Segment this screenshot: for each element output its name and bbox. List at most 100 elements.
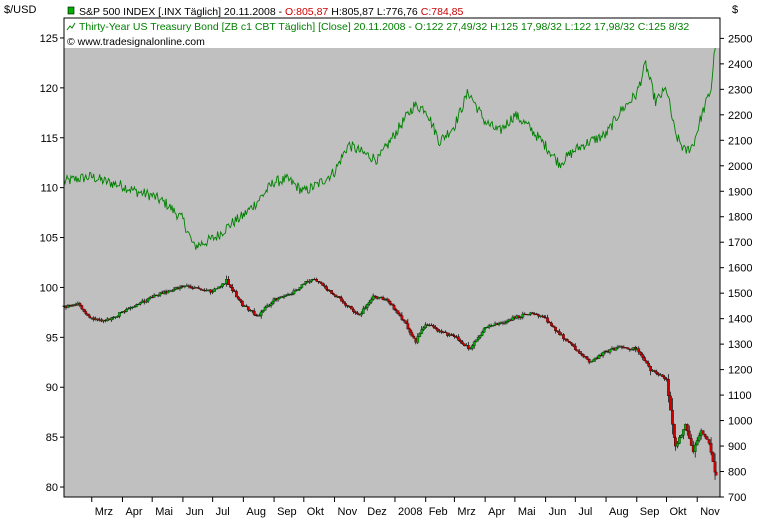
- spx-candle: [556, 330, 559, 333]
- spx-candle: [350, 305, 353, 310]
- candle-body: [355, 312, 359, 315]
- spx-candle: [714, 470, 718, 476]
- spx-candle: [290, 291, 294, 296]
- candle-body: [166, 290, 170, 294]
- spx-candle: [84, 309, 88, 316]
- right-tick-label: 1700: [728, 237, 752, 249]
- legend-spx-open: O:805,87: [285, 6, 328, 18]
- spx-candle: [422, 326, 426, 332]
- candle-body: [714, 471, 718, 476]
- spx-candle: [217, 286, 220, 289]
- candle-body: [527, 314, 531, 316]
- spx-candle: [386, 298, 390, 303]
- candle-body: [550, 322, 553, 327]
- spx-candle: [361, 305, 365, 314]
- candle-body: [689, 438, 693, 446]
- spx-candle: [319, 281, 323, 285]
- spx-candle: [308, 279, 312, 285]
- spx-candle: [129, 306, 132, 311]
- spx-candle: [641, 352, 645, 361]
- candle-body: [655, 371, 658, 374]
- candle-body: [116, 316, 119, 318]
- spx-candle: [381, 295, 385, 301]
- spx-candle: [416, 333, 420, 345]
- spx-candle: [267, 303, 271, 308]
- x-tick-label: Mai: [155, 506, 173, 518]
- spx-candle: [676, 441, 679, 449]
- candle-body: [505, 321, 509, 323]
- right-tick-label: 2500: [728, 33, 752, 45]
- spx-candle: [474, 339, 478, 343]
- spx-candle: [519, 316, 523, 320]
- spx-candle: [653, 369, 656, 373]
- candle-body: [570, 342, 573, 345]
- candle-body: [302, 283, 306, 285]
- candle-body: [630, 349, 634, 351]
- spx-candle: [655, 369, 658, 376]
- spx-candle: [323, 283, 326, 289]
- spx-candle: [152, 293, 156, 298]
- candle-body: [647, 362, 651, 367]
- spx-candle: [394, 307, 398, 313]
- candle-body: [231, 287, 234, 292]
- candle-body: [321, 282, 324, 286]
- candle-body: [697, 435, 701, 441]
- x-tick-label: Apr: [488, 506, 505, 518]
- spx-candle: [330, 290, 333, 295]
- candle-body: [394, 309, 398, 311]
- x-tick-label: Jul: [578, 506, 592, 518]
- left-tick-label: 125: [40, 33, 58, 45]
- spx-candle: [554, 326, 557, 334]
- spx-candle: [144, 299, 148, 304]
- spx-candle: [396, 310, 400, 315]
- candle-body: [616, 346, 620, 349]
- left-tick-label: 115: [40, 133, 58, 145]
- spx-candle: [485, 326, 489, 329]
- spx-candle: [585, 355, 589, 361]
- candle-body: [564, 338, 567, 340]
- spx-candle: [346, 304, 349, 309]
- x-axis: Mrz Apr Mai Jun Jul Aug Sep Okt Nov Dez 2008 Feb Mrz…: [91, 497, 720, 518]
- spx-candle: [697, 432, 701, 443]
- right-axis-unit: $: [732, 4, 738, 16]
- x-tick-label: 2008: [398, 506, 422, 518]
- right-tick-label: 700: [728, 492, 746, 504]
- spx-candle: [418, 332, 422, 338]
- candle-body: [470, 345, 474, 349]
- candle-body: [614, 347, 618, 351]
- candle-body: [178, 287, 182, 289]
- x-tick-label: Mrz: [457, 506, 475, 518]
- candle-body: [330, 290, 333, 294]
- bond-line-icon: [66, 22, 76, 31]
- candle-body: [110, 317, 113, 321]
- candle-body: [645, 360, 649, 364]
- candle-body: [673, 424, 676, 438]
- spx-candle: [711, 451, 715, 462]
- candle-body: [127, 308, 130, 310]
- spx-candle: [390, 303, 394, 306]
- spx-candle: [665, 377, 668, 382]
- candle-body: [461, 341, 464, 345]
- left-tick-label: 105: [40, 233, 58, 245]
- spx-candle: [680, 434, 683, 439]
- candle-body: [511, 316, 515, 321]
- spx-candle: [564, 338, 567, 342]
- x-tick-label: Mai: [518, 506, 536, 518]
- candle-body: [209, 289, 213, 293]
- candle-body: [152, 294, 156, 298]
- candle-body: [286, 294, 290, 296]
- left-tick-label: 80: [46, 482, 58, 494]
- candle-body: [701, 430, 705, 435]
- spx-candle: [86, 313, 90, 317]
- spx-candle: [661, 374, 664, 378]
- candle-body: [294, 290, 298, 292]
- candle-body: [84, 311, 88, 315]
- spx-candle: [371, 293, 375, 301]
- candle-body: [70, 305, 74, 307]
- candle-body: [353, 311, 357, 313]
- candle-body: [340, 297, 343, 302]
- spx-candle: [589, 361, 593, 363]
- candle-body: [319, 281, 323, 284]
- spx-candle: [300, 284, 304, 289]
- spx-candle: [575, 349, 579, 352]
